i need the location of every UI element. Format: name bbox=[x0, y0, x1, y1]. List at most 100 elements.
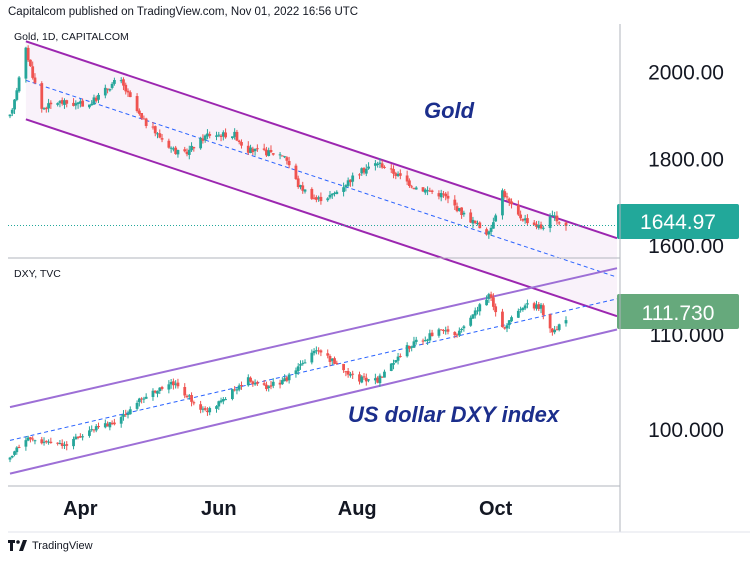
candle-body bbox=[491, 297, 495, 307]
candle-body bbox=[174, 383, 178, 385]
x-tick-label: Jun bbox=[201, 498, 237, 520]
candle-body bbox=[285, 157, 289, 161]
candle-body bbox=[426, 339, 429, 341]
candle-body bbox=[8, 457, 12, 460]
candle-body bbox=[237, 385, 241, 390]
candle-body bbox=[358, 374, 361, 382]
candle-body bbox=[362, 376, 366, 378]
candle-body bbox=[63, 100, 66, 105]
candle-body bbox=[473, 220, 477, 223]
candle-body bbox=[31, 66, 35, 78]
candle-body bbox=[153, 126, 157, 134]
candle-body bbox=[430, 332, 434, 337]
candle-body bbox=[65, 444, 69, 446]
candle-body bbox=[408, 345, 411, 349]
candle-body bbox=[550, 328, 554, 333]
candle-body bbox=[78, 436, 82, 438]
candle-body bbox=[442, 329, 445, 331]
candle-body bbox=[376, 377, 380, 383]
candle-body bbox=[423, 189, 427, 193]
candle-body bbox=[183, 387, 187, 396]
candle-body bbox=[280, 155, 284, 157]
candle-body bbox=[94, 97, 98, 101]
candle-body bbox=[319, 196, 323, 202]
candle-body bbox=[414, 187, 418, 190]
candle-body bbox=[362, 168, 366, 173]
candle-body bbox=[526, 218, 529, 224]
candle-body bbox=[56, 103, 60, 105]
candle-body bbox=[42, 441, 46, 443]
candle-body bbox=[128, 409, 132, 415]
candle-body bbox=[31, 438, 35, 440]
candle-body bbox=[442, 193, 445, 195]
candle-body bbox=[78, 101, 82, 104]
candle-body bbox=[430, 190, 434, 192]
candle-body bbox=[144, 396, 148, 399]
candle-body bbox=[76, 102, 80, 105]
candle-body bbox=[428, 190, 432, 192]
candle-body bbox=[72, 102, 75, 106]
candle-body bbox=[92, 429, 96, 431]
candle-body bbox=[29, 437, 32, 440]
candle-body bbox=[392, 363, 395, 365]
gold-channel-lower[interactable] bbox=[25, 118, 618, 318]
candle-body bbox=[92, 97, 96, 105]
candle-body bbox=[13, 451, 16, 455]
footer-brand[interactable]: TradingView bbox=[32, 540, 93, 552]
candle-body bbox=[224, 132, 227, 138]
candle-body bbox=[426, 190, 429, 192]
candle-body bbox=[190, 395, 193, 402]
candle-body bbox=[523, 305, 527, 309]
candle-body bbox=[33, 77, 37, 83]
candle-body bbox=[455, 206, 459, 212]
candle-body bbox=[240, 385, 243, 387]
candle-body bbox=[539, 224, 543, 229]
dxy-channel-lower[interactable] bbox=[9, 328, 618, 475]
candle-body bbox=[233, 131, 237, 137]
candle-body bbox=[501, 190, 504, 216]
candle-body bbox=[455, 334, 459, 336]
candle-body bbox=[314, 350, 318, 352]
candle-body bbox=[469, 317, 473, 326]
candle-body bbox=[516, 310, 520, 318]
candle-body bbox=[176, 149, 180, 155]
candle-body bbox=[156, 391, 159, 394]
dxy-channel-upper[interactable] bbox=[9, 267, 618, 409]
candle-body bbox=[437, 193, 441, 197]
candle-body bbox=[428, 333, 432, 341]
candle-body bbox=[489, 227, 493, 232]
candle-body bbox=[231, 136, 234, 139]
candle-body bbox=[267, 386, 271, 388]
candle-body bbox=[135, 402, 139, 409]
gold-price-axis[interactable]: 1600.00 1800.00 2000.00 bbox=[648, 62, 724, 258]
candle-body bbox=[40, 439, 44, 444]
candle-body bbox=[364, 377, 368, 382]
candle-body bbox=[246, 145, 250, 153]
candle-body bbox=[519, 309, 523, 311]
candle-body bbox=[469, 212, 473, 223]
candle-body bbox=[269, 385, 273, 387]
candle-body bbox=[346, 180, 350, 186]
dxy-price-axis[interactable]: 100.000 110.000 bbox=[648, 324, 724, 442]
candle-body bbox=[557, 222, 561, 224]
candle-body bbox=[262, 148, 266, 150]
candle-body bbox=[128, 92, 132, 98]
publish-header: Capitalcom published on TradingView.com,… bbox=[8, 6, 359, 18]
candle-body bbox=[58, 443, 62, 445]
candle-body bbox=[394, 360, 398, 363]
candle-body bbox=[408, 180, 411, 186]
candle-body bbox=[344, 371, 348, 373]
candle-body bbox=[208, 134, 212, 136]
candle-body bbox=[219, 135, 223, 137]
candle-body bbox=[383, 166, 386, 168]
time-axis[interactable]: Apr Jun Aug Oct bbox=[63, 498, 513, 520]
candle-body bbox=[487, 294, 491, 299]
candle-body bbox=[473, 310, 477, 316]
candle-body bbox=[564, 222, 568, 226]
candle-body bbox=[389, 363, 393, 371]
candle-body bbox=[358, 174, 361, 176]
candle-body bbox=[215, 406, 218, 409]
candle-body bbox=[421, 340, 425, 342]
candle-body bbox=[160, 386, 164, 389]
